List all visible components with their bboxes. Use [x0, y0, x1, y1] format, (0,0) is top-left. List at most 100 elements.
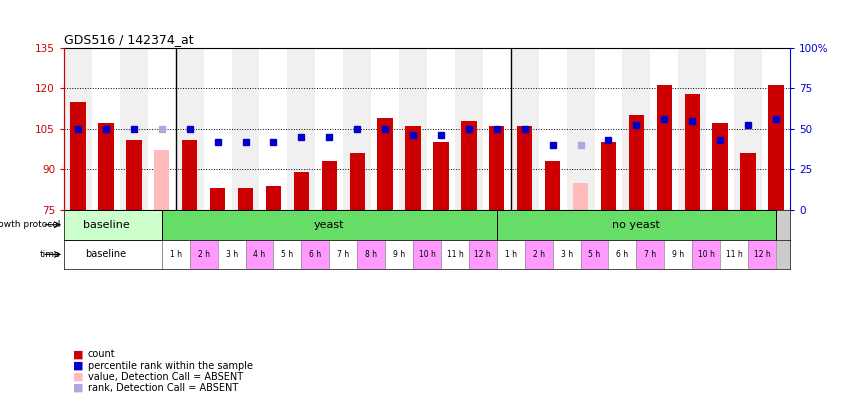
FancyBboxPatch shape: [50, 240, 161, 269]
FancyBboxPatch shape: [329, 240, 357, 269]
FancyBboxPatch shape: [496, 240, 524, 269]
Text: ■: ■: [73, 371, 83, 382]
Bar: [734, 48, 761, 210]
Bar: [740, 153, 755, 210]
Bar: [70, 102, 85, 210]
Text: 9 h: 9 h: [671, 250, 683, 259]
Bar: [601, 142, 615, 210]
FancyBboxPatch shape: [719, 240, 747, 269]
Bar: [231, 48, 259, 210]
FancyBboxPatch shape: [385, 240, 413, 269]
Bar: [426, 48, 455, 210]
Text: 5 h: 5 h: [281, 250, 293, 259]
FancyBboxPatch shape: [580, 240, 607, 269]
Text: 1 h: 1 h: [504, 250, 516, 259]
Text: growth protocol: growth protocol: [0, 220, 61, 229]
Bar: [461, 120, 476, 210]
Text: 5 h: 5 h: [588, 250, 600, 259]
Text: 12 h: 12 h: [753, 250, 769, 259]
Bar: [711, 123, 727, 210]
Bar: [203, 48, 231, 210]
Bar: [650, 48, 677, 210]
Bar: [761, 48, 789, 210]
FancyBboxPatch shape: [552, 240, 580, 269]
Bar: [293, 172, 309, 210]
Text: 8 h: 8 h: [365, 250, 377, 259]
Bar: [768, 86, 783, 210]
Bar: [405, 126, 421, 210]
Text: 3 h: 3 h: [225, 250, 237, 259]
Bar: [377, 118, 392, 210]
Text: 11 h: 11 h: [446, 250, 462, 259]
Bar: [322, 161, 337, 210]
FancyBboxPatch shape: [161, 210, 496, 240]
Text: 2 h: 2 h: [532, 250, 544, 259]
Bar: [622, 48, 650, 210]
Bar: [148, 48, 176, 210]
Bar: [92, 48, 119, 210]
Bar: [343, 48, 371, 210]
FancyBboxPatch shape: [357, 240, 385, 269]
FancyBboxPatch shape: [440, 240, 468, 269]
Bar: [482, 48, 510, 210]
Bar: [628, 115, 643, 210]
FancyBboxPatch shape: [273, 240, 301, 269]
Bar: [594, 48, 622, 210]
Text: 4 h: 4 h: [253, 250, 265, 259]
FancyBboxPatch shape: [607, 240, 635, 269]
Bar: [572, 183, 588, 210]
Bar: [516, 126, 531, 210]
FancyBboxPatch shape: [161, 240, 189, 269]
Text: 10 h: 10 h: [697, 250, 714, 259]
Bar: [371, 48, 398, 210]
Text: 7 h: 7 h: [337, 250, 349, 259]
FancyBboxPatch shape: [50, 210, 161, 240]
Bar: [119, 48, 148, 210]
Text: GDS516 / 142374_at: GDS516 / 142374_at: [64, 33, 194, 46]
Text: 1 h: 1 h: [170, 250, 182, 259]
FancyBboxPatch shape: [301, 240, 329, 269]
Bar: [287, 48, 315, 210]
Text: baseline: baseline: [83, 220, 129, 230]
Bar: [176, 48, 203, 210]
Bar: [705, 48, 734, 210]
Text: time: time: [40, 250, 61, 259]
Text: rank, Detection Call = ABSENT: rank, Detection Call = ABSENT: [88, 383, 238, 393]
FancyBboxPatch shape: [664, 240, 692, 269]
Bar: [349, 153, 364, 210]
Bar: [432, 142, 448, 210]
Bar: [489, 126, 504, 210]
Text: count: count: [88, 349, 115, 360]
Bar: [182, 139, 197, 210]
Bar: [238, 188, 252, 210]
Bar: [64, 48, 92, 210]
FancyBboxPatch shape: [246, 240, 273, 269]
Text: no yeast: no yeast: [612, 220, 659, 230]
Text: ■: ■: [73, 349, 83, 360]
FancyBboxPatch shape: [218, 240, 246, 269]
FancyBboxPatch shape: [692, 240, 719, 269]
Bar: [315, 48, 343, 210]
Bar: [677, 48, 705, 210]
Bar: [98, 123, 113, 210]
Bar: [398, 48, 426, 210]
FancyBboxPatch shape: [413, 240, 440, 269]
Text: 3 h: 3 h: [560, 250, 572, 259]
Text: ■: ■: [73, 360, 83, 371]
FancyBboxPatch shape: [635, 240, 664, 269]
Text: 6 h: 6 h: [616, 250, 628, 259]
Text: 6 h: 6 h: [309, 250, 321, 259]
Bar: [544, 161, 560, 210]
FancyBboxPatch shape: [189, 240, 218, 269]
Text: yeast: yeast: [314, 220, 344, 230]
Bar: [265, 185, 281, 210]
Text: baseline: baseline: [85, 249, 126, 259]
Text: value, Detection Call = ABSENT: value, Detection Call = ABSENT: [88, 371, 243, 382]
Text: 12 h: 12 h: [474, 250, 490, 259]
Bar: [259, 48, 287, 210]
Bar: [210, 188, 225, 210]
Bar: [684, 93, 699, 210]
Text: 11 h: 11 h: [725, 250, 741, 259]
Text: 7 h: 7 h: [643, 250, 656, 259]
Text: ■: ■: [73, 383, 83, 393]
